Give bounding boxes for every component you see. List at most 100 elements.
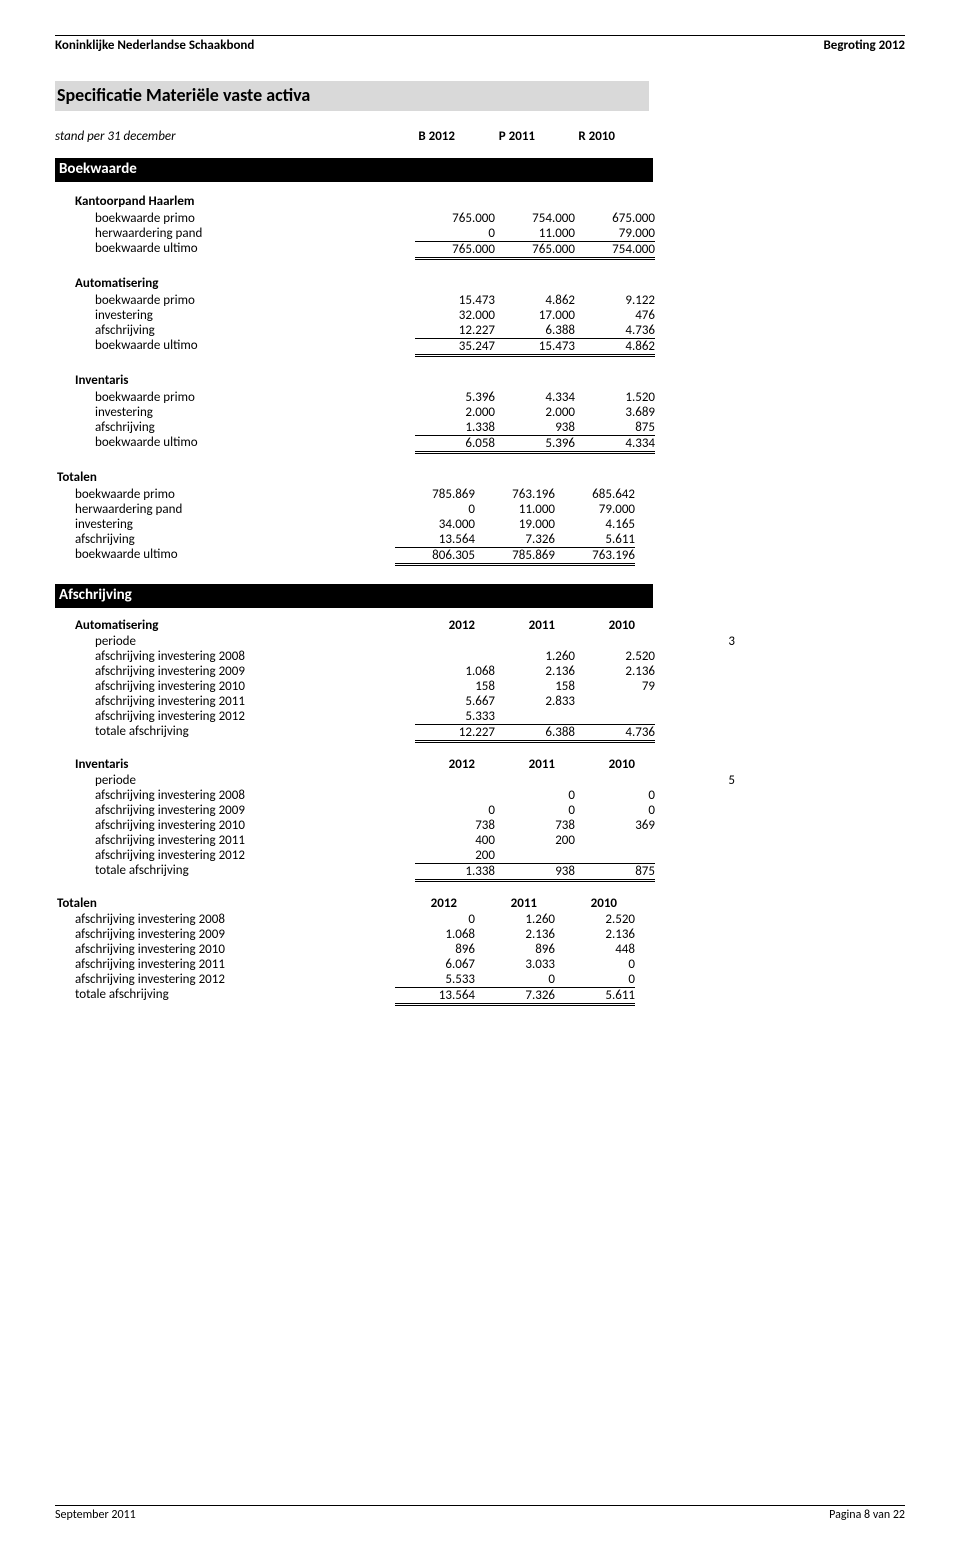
table-row: boekwaarde primo 785.869 763.196 685.642: [55, 487, 645, 502]
cell: 738: [495, 818, 575, 833]
table-row-ultimo: boekwaarde ultimo 765.000 765.000 754.00…: [55, 241, 645, 260]
footer-rule: [55, 1505, 905, 1506]
cell: 2.520: [575, 649, 655, 664]
row-label: afschrijving investering 2011: [55, 957, 395, 972]
col-p2011: P 2011: [455, 129, 535, 144]
cell: 765.000: [415, 241, 495, 260]
page-header: Koninklijke Nederlandse Schaakbond Begro…: [55, 38, 905, 53]
cell: 0: [475, 972, 555, 987]
row-label: totale afschrijving: [55, 724, 415, 743]
col-year: 2012: [395, 618, 475, 633]
table-totalen: Totalen boekwaarde primo 785.869 763.196…: [55, 468, 645, 566]
group-title: Inventaris: [55, 757, 395, 772]
cell: 369: [575, 818, 655, 833]
cell: 754.000: [495, 211, 575, 226]
row-label: boekwaarde primo: [55, 293, 415, 308]
cell: [495, 709, 575, 724]
col-year: 2012: [377, 896, 457, 911]
cell: 200: [415, 848, 495, 863]
table-row-total: totale afschrijving 1.338 938 875: [55, 863, 645, 882]
cell: 0: [495, 788, 575, 803]
header-doc: Begroting 2012: [824, 38, 906, 53]
cell: 0: [495, 803, 575, 818]
group-title: Automatisering: [55, 618, 395, 633]
table-kantoorpand: Kantoorpand Haarlem boekwaarde primo 765…: [55, 192, 645, 260]
row-label: totale afschrijving: [55, 987, 395, 1006]
row-label: afschrijving investering 2009: [55, 664, 415, 679]
cell: 754.000: [575, 241, 655, 260]
table-row: afschrijving investering 2011 400 200: [55, 833, 645, 848]
table-row: afschrijving investering 2012 5.533 0 0: [55, 972, 645, 987]
table-row: afschrijving investering 2012 5.333: [55, 709, 645, 724]
col-year: 2010: [555, 618, 635, 633]
stand-row: stand per 31 december B 2012 P 2011 R 20…: [55, 129, 645, 144]
table-row: boekwaarde primo 765.000 754.000 675.000: [55, 211, 645, 226]
col-year: 2011: [457, 896, 537, 911]
table-row: afschrijving investering 2008 0 0: [55, 788, 645, 803]
cell: 5.396: [415, 390, 495, 405]
col-year: 2012: [395, 757, 475, 772]
cell: 3.689: [575, 405, 655, 420]
cell: 7.326: [475, 987, 555, 1006]
table-row: afschrijving 1.338 938 875: [55, 420, 645, 435]
cell: [415, 788, 495, 803]
cell: 2.136: [555, 927, 635, 942]
table-row: afschrijving investering 2010 738 738 36…: [55, 818, 645, 833]
table-row: investering 2.000 2.000 3.689: [55, 405, 645, 420]
cell: 5.533: [395, 972, 475, 987]
table-row: boekwaarde primo 5.396 4.334 1.520: [55, 390, 645, 405]
cell: 17.000: [495, 308, 575, 323]
table-row: afschrijving 12.227 6.388 4.736: [55, 323, 645, 338]
cell: 4.862: [575, 338, 655, 357]
col-year: 2010: [555, 757, 635, 772]
cell: 6.388: [495, 323, 575, 338]
periode-value: 3: [655, 634, 735, 649]
row-label: afschrijving investering 2011: [55, 694, 415, 709]
cell: 0: [555, 957, 635, 972]
cell: 476: [575, 308, 655, 323]
periode-row: periode 3: [55, 634, 645, 649]
cell: 15.473: [495, 338, 575, 357]
col-year: 2011: [475, 757, 555, 772]
table-automatisering: Automatisering boekwaarde primo 15.473 4…: [55, 274, 645, 357]
page-footer: September 2011 Pagina 8 van 22: [55, 1505, 905, 1522]
cell: 896: [395, 942, 475, 957]
row-label: totale afschrijving: [55, 863, 415, 882]
cell: 4.334: [495, 390, 575, 405]
row-label: herwaardering pand: [55, 226, 415, 241]
cell: 15.473: [415, 293, 495, 308]
table-row-ultimo: boekwaarde ultimo 35.247 15.473 4.862: [55, 338, 645, 357]
row-label: afschrijving: [55, 323, 415, 338]
row-label: afschrijving investering 2012: [55, 972, 395, 987]
cell: 4.334: [575, 435, 655, 454]
cell: 2.136: [475, 927, 555, 942]
cell: 1.520: [575, 390, 655, 405]
col-r2010: R 2010: [535, 129, 615, 144]
row-label: afschrijving investering 2012: [55, 709, 415, 724]
col-year: 2010: [537, 896, 617, 911]
row-label: investering: [55, 405, 415, 420]
table-header-row: Inventaris 2012 2011 2010: [55, 757, 645, 772]
cell: 5.396: [495, 435, 575, 454]
cell: 13.564: [395, 987, 475, 1006]
cell: 4.165: [555, 517, 635, 532]
row-label: investering: [55, 308, 415, 323]
row-label: periode: [55, 634, 415, 649]
cell: 4.736: [575, 724, 655, 743]
cell: 79: [575, 679, 655, 694]
col-b2012: B 2012: [375, 129, 455, 144]
row-label: herwaardering pand: [55, 502, 395, 517]
cell: 13.564: [395, 532, 475, 547]
group-title: Totalen: [55, 896, 377, 911]
cell: 785.869: [475, 547, 555, 566]
cell: [575, 709, 655, 724]
row-label: boekwaarde ultimo: [55, 547, 395, 566]
table-row: investering 34.000 19.000 4.165: [55, 517, 645, 532]
afschrijving-header: Afschrijving: [55, 584, 653, 608]
cell: 875: [575, 863, 655, 882]
cell: 3.033: [475, 957, 555, 972]
table-row: afschrijving investering 2011 5.667 2.83…: [55, 694, 645, 709]
table-row: afschrijving investering 2009 0 0 0: [55, 803, 645, 818]
page: Koninklijke Nederlandse Schaakbond Begro…: [0, 0, 960, 1547]
cell: 2.520: [555, 912, 635, 927]
